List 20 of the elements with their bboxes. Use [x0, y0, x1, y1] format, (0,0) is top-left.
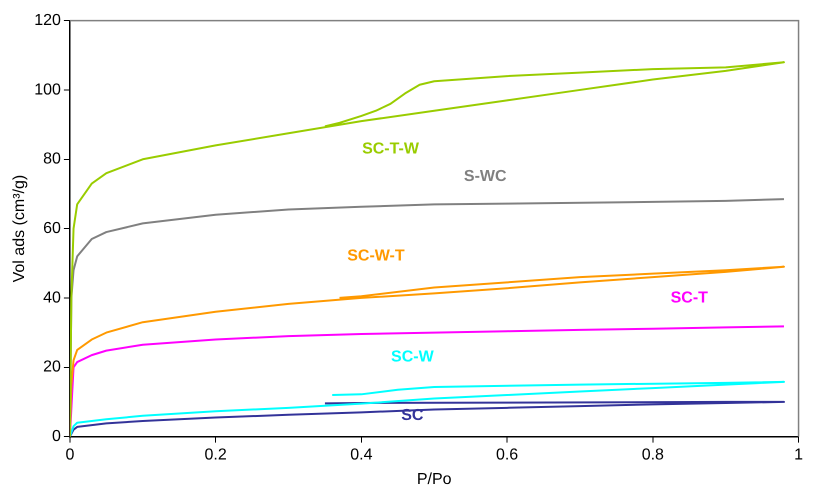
- series-label: SC-T-W: [362, 140, 420, 158]
- y-tick-label: 40: [43, 289, 61, 306]
- x-tick-label: 0.4: [350, 446, 373, 464]
- y-tick-label: 120: [34, 12, 61, 30]
- series-label: SC-W: [391, 348, 435, 366]
- y-tick-label: 0: [52, 428, 61, 446]
- x-tick-label: 0.8: [642, 446, 664, 464]
- series-label: SC-T: [670, 289, 708, 306]
- y-tick-label: 60: [43, 220, 61, 238]
- x-axis-title: P/Po: [416, 470, 452, 488]
- y-tick-label: 80: [43, 150, 61, 168]
- series-label: S-WC: [464, 168, 507, 186]
- x-tick-label: 1: [794, 446, 804, 464]
- y-tick-label: 100: [34, 81, 61, 98]
- x-tick-label: 0.6: [496, 446, 518, 464]
- x-tick-label: 0.2: [204, 446, 227, 464]
- x-tick-label: 0: [65, 446, 74, 464]
- y-tick-label: 20: [43, 358, 61, 376]
- y-axis-title: Vol ads (cm³/g): [11, 174, 28, 282]
- series-label: SC-W-T: [347, 248, 405, 265]
